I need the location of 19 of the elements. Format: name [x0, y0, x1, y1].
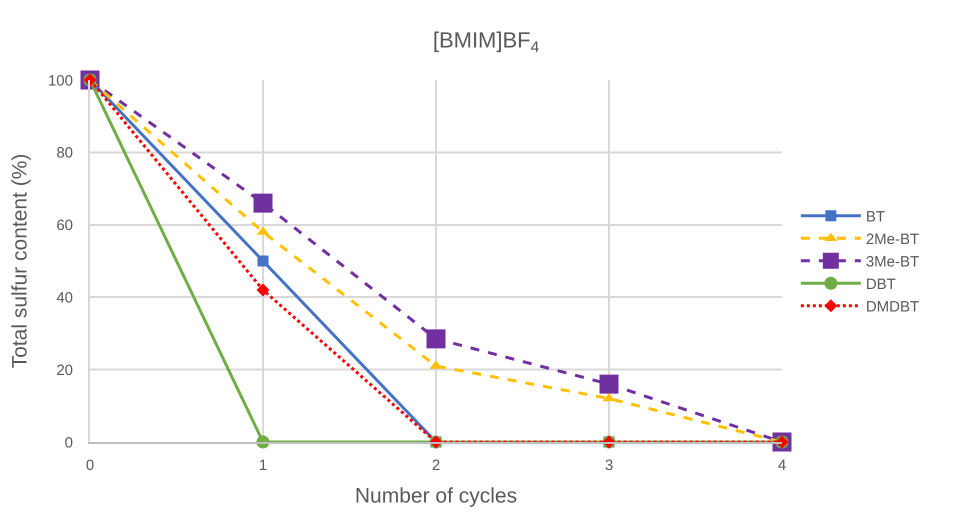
y-tick-label: 80 — [56, 144, 73, 162]
legend-label: DBT — [866, 276, 896, 294]
legend-label: 2Me-BT — [866, 231, 920, 248]
y-axis-title: Total sulfur content (%) — [8, 154, 32, 368]
y-tick-label: 100 — [48, 72, 73, 90]
legend-label: BT — [866, 208, 886, 226]
y-tick-label: 40 — [56, 289, 73, 306]
y-tick-label: 0 — [64, 434, 73, 452]
x-axis-title: Number of cycles — [354, 484, 518, 508]
y-tick-label: 60 — [56, 217, 73, 234]
x-tick-label: 3 — [604, 457, 614, 474]
x-tick-label: 4 — [778, 457, 786, 474]
chart-title: [BMIM]BF$_{4}$ — [432, 27, 540, 56]
y-tick-label: 20 — [56, 362, 73, 379]
legend-label: 3Me-BT — [866, 254, 920, 271]
legend-label: DMDBT — [866, 298, 920, 316]
x-tick-label: 0 — [86, 457, 94, 474]
x-tick-label: 2 — [432, 457, 440, 474]
x-tick-label: 1 — [258, 457, 268, 474]
